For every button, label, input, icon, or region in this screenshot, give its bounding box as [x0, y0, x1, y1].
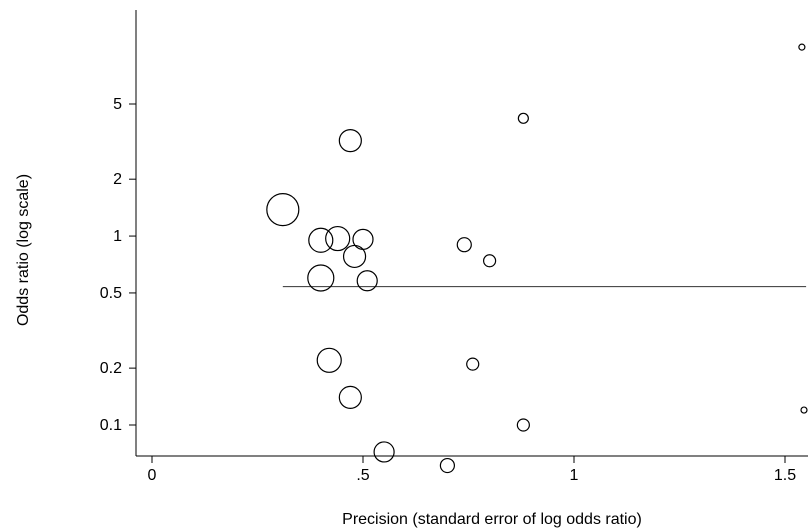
data-point	[316, 347, 342, 373]
data-point	[483, 254, 497, 268]
data-points	[266, 43, 808, 474]
x-tick-label: 1	[570, 467, 579, 484]
y-tick-label: 1	[113, 228, 122, 245]
y-tick-label: 0.5	[100, 285, 122, 302]
data-point	[342, 244, 367, 269]
data-point	[456, 237, 472, 253]
data-point	[466, 357, 480, 371]
x-tick-label: .5	[356, 467, 369, 484]
data-point	[338, 385, 362, 409]
data-point	[800, 406, 808, 414]
y-tick-label: 5	[113, 96, 122, 113]
y-tick-label: 0.1	[100, 417, 122, 434]
data-point	[325, 225, 351, 252]
y-axis-title: Odds ratio (log scale)	[15, 174, 32, 326]
y-tick-label: 2	[113, 171, 122, 188]
data-point	[352, 228, 374, 251]
data-point	[307, 264, 335, 292]
data-point	[266, 193, 300, 227]
x-axis-ticks: 0 .5 1 1.5	[148, 456, 796, 484]
data-point	[356, 270, 378, 292]
data-point	[308, 227, 334, 253]
data-point	[439, 457, 455, 474]
data-point	[798, 43, 806, 51]
x-tick-label: 0	[148, 467, 157, 484]
data-point	[517, 112, 529, 124]
data-point	[516, 418, 530, 432]
y-tick-label: 0.2	[100, 360, 122, 377]
axes	[135, 10, 808, 457]
data-point	[338, 129, 362, 153]
y-axis-ticks: 0.1 0.2 0.5 1 2 5	[100, 96, 136, 434]
x-axis-title: Precision (standard error of log odds ra…	[342, 511, 642, 528]
data-point	[373, 441, 395, 463]
x-tick-label: 1.5	[774, 467, 796, 484]
